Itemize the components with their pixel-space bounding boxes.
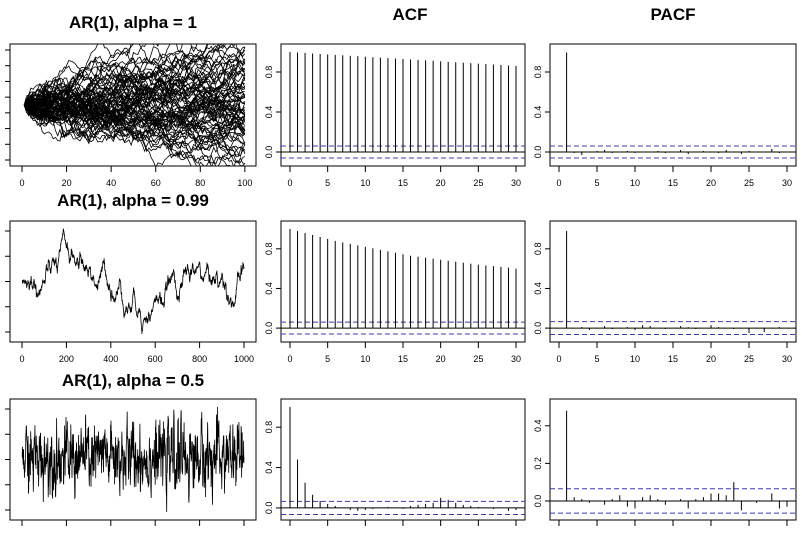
x-tick-label: 0 [19,354,24,364]
series-line [24,103,246,161]
x-tick-label: 30 [782,354,792,364]
y-tick-label: 0.4 [533,282,543,295]
series-line [23,100,245,126]
y-tick-label: 0.2 [533,457,543,470]
x-tick-label: 0 [287,354,292,364]
y-tick-label: 0.0 [533,322,543,335]
x-tick-label: 10 [360,354,370,364]
x-tick-label: 30 [782,178,792,188]
plot-frame [549,398,797,521]
chart-title: AR(1), alpha = 1 [69,13,197,32]
series-line [21,228,245,335]
x-tick-label: 30 [511,178,521,188]
y-tick-label: 0.4 [264,282,274,295]
series-line [23,45,246,122]
series-line [23,44,171,106]
x-tick-label: 10 [630,178,640,188]
x-tick-label: 400 [103,354,118,364]
y-tick-label: 0.0 [264,322,274,335]
series-line [23,99,246,141]
series-panel: 0 20 40 60 80 100 [5,43,257,188]
x-tick-label: 20 [436,178,446,188]
x-tick-label: 15 [398,354,408,364]
y-tick-label: 0.4 [533,420,543,433]
corr-panel: 0 5 10 15 20 25 30 0.0 0.4 0.8 [264,220,526,364]
x-tick-label: 25 [473,178,483,188]
plot-frame [549,220,797,343]
x-tick-label: 80 [195,178,205,188]
series-group [23,44,246,166]
chart-title: PACF [650,5,695,24]
x-tick-label: 0 [287,178,292,188]
y-tick-label: 0.0 [533,146,543,159]
x-tick-label: 20 [436,354,446,364]
y-tick-label: 0.8 [264,421,274,434]
series-line [24,103,246,151]
corr-panel: 0 5 10 15 20 25 30 0.0 0.4 0.8 [264,43,526,188]
x-tick-label: 1000 [234,354,254,364]
x-tick-label: 20 [706,354,716,364]
y-tick-label: 0.0 [533,495,543,508]
x-tick-label: 60 [151,178,161,188]
y-tick-label: 0.4 [533,106,543,119]
x-tick-label: 40 [106,178,116,188]
x-tick-label: 100 [237,178,252,188]
plot-frame [549,43,797,167]
y-tick-label: 0.4 [264,461,274,474]
y-tick-label: 0.8 [533,66,543,79]
y-tick-label: 0.0 [264,146,274,159]
series-line [23,58,246,122]
x-tick-label: 800 [192,354,207,364]
chart-title: ACF [393,5,428,24]
x-tick-label: 20 [706,178,716,188]
corr-panel: 0.0 0.4 0.8 [264,398,526,526]
series-line [21,406,245,513]
x-tick-label: 20 [62,178,72,188]
x-tick-label: 30 [511,354,521,364]
chart-title: AR(1), alpha = 0.99 [57,191,209,210]
series-line [23,69,246,118]
series-line [23,98,242,166]
x-tick-label: 25 [744,178,754,188]
x-tick-label: 0 [19,178,24,188]
x-tick-label: 25 [473,354,483,364]
x-tick-label: 5 [325,178,330,188]
series-line [23,44,246,106]
x-tick-label: 0 [556,354,561,364]
series-line [23,90,246,158]
chart-title: AR(1), alpha = 0.5 [62,371,204,390]
x-tick-label: 5 [594,354,599,364]
y-tick-label: 0.8 [264,243,274,256]
x-tick-label: 15 [668,354,678,364]
x-tick-label: 10 [630,354,640,364]
series-panel [5,398,257,526]
corr-panel: 0 5 10 15 20 25 30 0.0 0.4 0.8 [533,220,797,364]
x-tick-label: 15 [668,178,678,188]
series-line [23,91,246,139]
x-tick-label: 15 [398,178,408,188]
series-line [23,104,246,158]
y-tick-label: 0.8 [264,66,274,79]
series-line [23,92,246,124]
x-tick-label: 10 [360,178,370,188]
series-line [23,86,246,143]
x-tick-label: 0 [556,178,561,188]
y-tick-label: 0.8 [533,243,543,256]
x-tick-label: 200 [59,354,74,364]
series-line [24,61,246,109]
x-tick-label: 25 [744,354,754,364]
y-tick-label: 0.4 [264,106,274,119]
series-line [24,44,134,116]
x-tick-label: 5 [325,354,330,364]
series-panel: 0 200 400 600 800 1000 [5,220,257,364]
x-tick-label: 600 [148,354,163,364]
series-line [23,101,245,159]
corr-panel: 0 5 10 15 20 25 30 0.0 0.4 0.8 [533,43,797,188]
y-tick-label: 0.0 [264,502,274,515]
x-tick-label: 5 [594,178,599,188]
corr-panel: 0.0 0.2 0.4 [533,398,797,526]
series-line [24,96,246,142]
